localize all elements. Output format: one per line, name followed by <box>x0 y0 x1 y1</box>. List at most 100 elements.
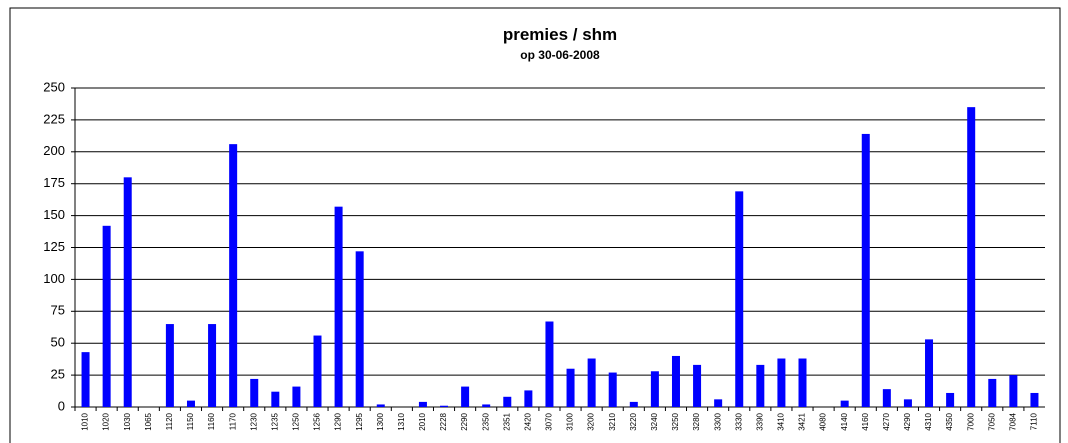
bar <box>102 225 111 407</box>
y-tick-label: 175 <box>43 175 65 190</box>
bar <box>81 352 90 407</box>
bar <box>882 389 891 407</box>
y-tick-label: 100 <box>43 271 65 286</box>
x-tick-label: 4080 <box>819 412 828 430</box>
x-tick-label: 1030 <box>123 412 132 430</box>
bar <box>545 321 554 407</box>
x-tick-label: 1310 <box>397 412 406 430</box>
x-tick-label: 3070 <box>545 412 554 430</box>
x-tick-label: 1295 <box>355 412 364 430</box>
bar <box>334 206 343 407</box>
x-tick-label: 3100 <box>566 412 575 430</box>
x-tick-label: 1290 <box>334 412 343 430</box>
bar <box>777 358 786 407</box>
x-tick-label: 4270 <box>882 412 891 430</box>
bar <box>967 107 976 407</box>
bar <box>524 390 533 407</box>
x-tick-label: 4290 <box>903 412 912 430</box>
x-tick-label: 7000 <box>966 412 975 430</box>
bar <box>587 358 596 407</box>
bar <box>123 177 132 407</box>
y-tick-label: 75 <box>51 303 65 318</box>
x-tick-label: 3200 <box>587 412 596 430</box>
x-tick-label: 1120 <box>165 412 174 430</box>
x-tick-label: 3421 <box>798 412 807 430</box>
bar <box>840 400 849 407</box>
y-tick-label: 250 <box>43 79 65 94</box>
x-tick-label: 2010 <box>418 412 427 430</box>
x-tick-label: 3300 <box>713 412 722 430</box>
bar <box>440 405 449 407</box>
bar <box>798 358 807 407</box>
x-tick-label: 3220 <box>629 412 638 430</box>
bar <box>208 324 217 407</box>
bar <box>292 386 301 407</box>
x-tick-label: 4140 <box>840 412 849 430</box>
bar <box>503 396 512 407</box>
bar <box>650 371 659 407</box>
y-tick-label: 125 <box>43 239 65 254</box>
x-tick-label: 3390 <box>755 412 764 430</box>
x-tick-label: 1250 <box>292 412 301 430</box>
bar <box>1009 375 1018 407</box>
x-tick-label: 1170 <box>228 412 237 430</box>
chart-title: premies / shm <box>503 25 617 44</box>
bar <box>1030 392 1039 407</box>
bar <box>714 399 723 407</box>
x-tick-label: 3280 <box>692 412 701 430</box>
bar <box>735 191 744 407</box>
bar <box>988 378 997 407</box>
x-tick-label: 3250 <box>671 412 680 430</box>
x-tick-label: 1010 <box>81 412 90 430</box>
bar <box>903 399 912 407</box>
x-tick-label: 2351 <box>502 412 511 430</box>
x-tick-label: 3330 <box>734 412 743 430</box>
x-tick-label: 2290 <box>460 412 469 430</box>
x-tick-label: 1160 <box>207 412 216 430</box>
y-tick-label: 200 <box>43 143 65 158</box>
bar <box>376 404 385 407</box>
x-tick-label: 4160 <box>861 412 870 430</box>
x-tick-label: 7050 <box>987 412 996 430</box>
x-tick-label: 4310 <box>924 412 933 430</box>
bar <box>250 378 259 407</box>
x-tick-label: 1235 <box>270 412 279 430</box>
x-tick-label: 7084 <box>1008 412 1017 430</box>
bar <box>756 364 765 407</box>
bar <box>461 386 470 407</box>
bar <box>165 324 174 407</box>
bar <box>229 144 238 408</box>
x-tick-label: 2420 <box>523 412 532 430</box>
bar <box>186 400 195 407</box>
y-tick-label: 25 <box>51 367 65 382</box>
x-tick-label: 1020 <box>102 412 111 430</box>
x-tick-label: 4350 <box>945 412 954 430</box>
bar <box>355 251 364 407</box>
x-tick-label: 7110 <box>1030 412 1039 430</box>
bar <box>693 364 702 407</box>
x-tick-label: 1256 <box>313 412 322 430</box>
bar <box>271 391 280 407</box>
x-tick-label: 1230 <box>249 412 258 430</box>
bar <box>629 401 638 407</box>
bar <box>925 339 934 407</box>
bar <box>671 355 680 407</box>
bar <box>946 392 955 407</box>
x-tick-label: 3240 <box>650 412 659 430</box>
x-tick-label: 1300 <box>376 412 385 430</box>
x-tick-label: 1065 <box>144 412 153 430</box>
x-tick-label: 1150 <box>186 412 195 430</box>
y-tick-label: 225 <box>43 111 65 126</box>
chart-subtitle: op 30-06-2008 <box>520 48 600 62</box>
bar <box>566 368 575 407</box>
x-tick-label: 3410 <box>777 412 786 430</box>
bar <box>861 133 870 407</box>
bar <box>313 335 322 407</box>
y-tick-label: 0 <box>58 398 65 413</box>
y-tick-label: 50 <box>51 335 65 350</box>
x-tick-label: 2228 <box>439 412 448 430</box>
bar <box>608 372 617 407</box>
y-tick-label: 150 <box>43 207 65 222</box>
bar <box>418 401 427 407</box>
